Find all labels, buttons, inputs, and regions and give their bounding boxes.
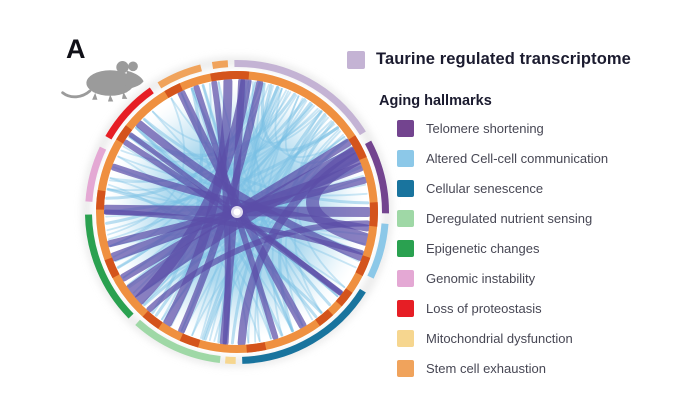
legend-item-label: Cellular senescence [426, 181, 544, 196]
ring-segment-stem-cell-exhaustion [157, 64, 203, 89]
altered-communication-swatch [397, 150, 414, 167]
ring-segment-telomere-shortening [364, 140, 390, 214]
legend-item-label: Genomic instability [426, 271, 536, 286]
legend-item-label: Mitochondrial dysfunction [426, 331, 573, 346]
telomere-shortening-swatch [397, 120, 414, 137]
nutrient-sensing-swatch [397, 210, 414, 227]
legend-item: Telomere shortening [397, 120, 682, 137]
taurine-swatch [347, 50, 365, 69]
legend-item-label: Stem cell exhaustion [426, 361, 546, 376]
ring-segment-mitochondrial-dysfunction [225, 356, 236, 364]
genomic-instability-swatch [397, 270, 414, 287]
legend-title: Taurine regulated transcriptome [376, 50, 631, 68]
panel-label: A [66, 34, 86, 64]
legend-item-label: Altered Cell-cell communication [426, 151, 609, 166]
mouse-icon [61, 61, 144, 102]
legend-item: Mitochondrial dysfunction [397, 330, 682, 347]
mitochondrial-swatch [397, 330, 414, 347]
ring-segment-cellular-senescence [242, 288, 366, 364]
legend-item: Altered Cell-cell communication [397, 150, 682, 167]
ring-segment-epigenetic-changes [85, 214, 134, 319]
legend-title-row: Taurine regulated transcriptome [347, 50, 682, 69]
legend-item-label: Telomere shortening [426, 121, 544, 136]
ring-segment-loss-of-proteostasis [105, 87, 154, 140]
legend-item-label: Deregulated nutrient sensing [426, 211, 593, 226]
ring-segment-genomic-instability [85, 146, 107, 202]
legend-item-label: Loss of proteostasis [426, 301, 542, 316]
legend-item: Stem cell exhaustion [397, 360, 682, 377]
epigenetic-changes-swatch [397, 240, 414, 257]
stem-cell-swatch [397, 360, 414, 377]
legend-item-label: Epigenetic changes [426, 241, 540, 256]
cellular-senescence-swatch [397, 180, 414, 197]
legend-item: Loss of proteostasis [397, 300, 682, 317]
ring-segment-taurine-regulated-transcriptome [234, 59, 366, 136]
legend-item: Cellular senescence [397, 180, 682, 197]
legend-item: Genomic instability [397, 270, 682, 287]
legend-heading: Aging hallmarks [379, 93, 492, 109]
legend-item: Deregulated nutrient sensing [397, 210, 682, 227]
chord-diagram-body [85, 59, 390, 364]
ring-segment-altered-cell-cell-communication [367, 223, 389, 279]
legend-item: Epigenetic changes [397, 240, 682, 257]
ring-segment-deregulated-nutrient-sensing [135, 319, 221, 363]
legend: Taurine regulated transcriptome Aging ha… [347, 50, 682, 377]
proteostasis-swatch [397, 300, 414, 317]
ring-segment-stem-cell-exhaustion-2 [211, 60, 229, 69]
legend-items: Telomere shortening Altered Cell-cell co… [397, 120, 682, 377]
